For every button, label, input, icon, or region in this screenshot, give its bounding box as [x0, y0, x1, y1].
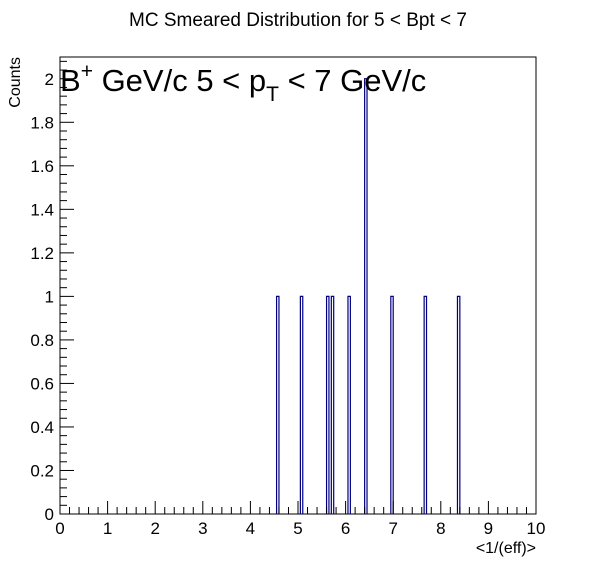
histogram-bar-7 — [423, 295, 428, 514]
y-tick-label: 0.4 — [30, 418, 54, 437]
x-tick-label: 7 — [388, 519, 397, 538]
x-tick-label: 8 — [436, 519, 445, 538]
histogram-bar-3 — [330, 295, 335, 514]
histogram-bar-1 — [299, 295, 304, 514]
x-tick-label: 10 — [527, 519, 546, 538]
y-axis-title: Counts — [7, 57, 24, 108]
plot-frame — [59, 56, 537, 515]
y-tick-label: 0.6 — [30, 374, 54, 393]
x-axis-ticks: 0 1 2 3 4 5 6 7 8 9 10 — [55, 501, 545, 538]
y-tick-label: 0 — [45, 505, 54, 524]
y-tick-label: 1.2 — [30, 244, 54, 263]
y-tick-label: 2 — [45, 70, 54, 89]
y-tick-label: 1.8 — [30, 113, 54, 132]
x-tick-label: 3 — [198, 519, 207, 538]
y-tick-label: 1 — [45, 287, 54, 306]
histogram-bar-8 — [456, 295, 461, 514]
annotation-prefix: B — [60, 63, 81, 98]
histogram-bar-6 — [390, 295, 394, 514]
x-tick-label: 2 — [150, 519, 159, 538]
y-tick-label: 0.8 — [30, 331, 54, 350]
histogram-bar-2 — [325, 295, 330, 514]
x-tick-label: 9 — [484, 519, 493, 538]
histogram-bars — [275, 78, 461, 514]
y-axis-ticks: 0 0.2 0.4 0.6 0.8 1 1.2 1.4 1.6 1.8 2 — [30, 60, 74, 524]
y-tick-label: 0.2 — [30, 461, 54, 480]
histogram-bar-5 — [364, 78, 368, 514]
x-tick-label: 0 — [55, 519, 64, 538]
annotation-superscript: + — [81, 60, 93, 83]
histogram-bar-4 — [347, 295, 351, 514]
chart-title: MC Smeared Distribution for 5 < Bpt < 7 — [129, 10, 467, 31]
annotation-suffix: < 7 GeV/c — [279, 63, 426, 98]
x-tick-label: 5 — [293, 519, 302, 538]
y-tick-label: 1.4 — [30, 200, 54, 219]
x-tick-label: 1 — [103, 519, 112, 538]
plot-annotation: B+ GeV/c 5 < pT < 7 GeV/c — [60, 60, 426, 106]
x-axis-title: <1/(eff)> — [476, 540, 536, 557]
x-tick-label: 4 — [246, 519, 255, 538]
annotation-subscript: T — [266, 83, 279, 106]
annotation-middle: GeV/c 5 < p — [93, 63, 266, 98]
histogram-bar-0 — [275, 295, 280, 514]
x-tick-label: 6 — [341, 519, 350, 538]
y-tick-label: 1.6 — [30, 157, 54, 176]
